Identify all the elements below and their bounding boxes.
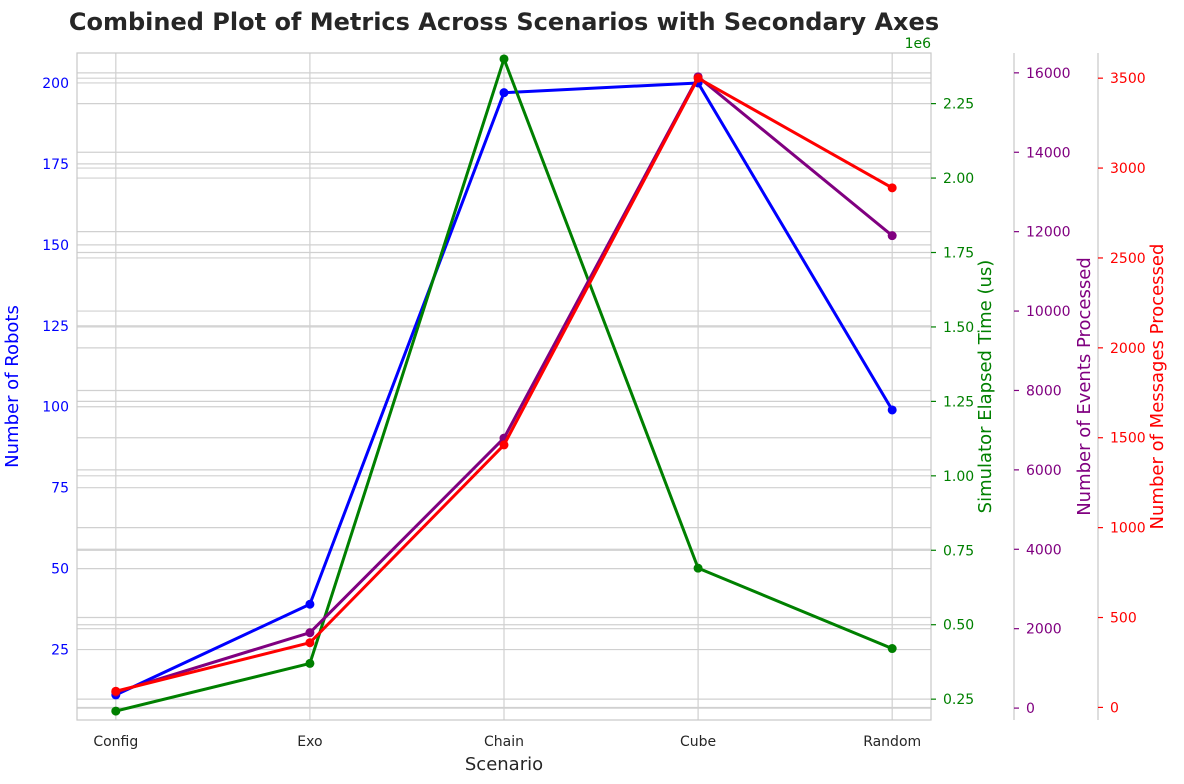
messages-point <box>111 686 121 696</box>
events-tick-label: 2000 <box>1026 622 1062 638</box>
time-point <box>305 658 315 668</box>
messages-axis-label: Number of Messages Processed <box>1147 244 1168 530</box>
messages-point <box>693 73 703 83</box>
messages-point <box>305 638 315 648</box>
messages-tick-label: 1000 <box>1110 521 1146 537</box>
events-tick-label: 8000 <box>1026 383 1062 399</box>
events-axis-label: Number of Events Processed <box>1074 257 1095 516</box>
messages-point <box>499 440 509 450</box>
robots-tick-label: 200 <box>42 76 69 92</box>
robots-point <box>499 88 509 98</box>
messages-tick-label: 1500 <box>1110 431 1146 447</box>
events-tick-label: 14000 <box>1026 145 1071 161</box>
robots-tick-label: 150 <box>42 238 69 254</box>
time-tick-label: 1.00 <box>943 469 974 485</box>
robots-point <box>305 599 315 609</box>
events-tick-label: 4000 <box>1026 542 1062 558</box>
messages-tick-label: 500 <box>1110 611 1137 627</box>
events-tick-label: 10000 <box>1026 304 1071 320</box>
events-point <box>305 628 315 638</box>
time-tick-label: 1.50 <box>943 320 974 336</box>
time-tick-label: 1.25 <box>943 394 974 410</box>
x-tick-label: Chain <box>484 734 524 750</box>
robots-point <box>887 405 897 415</box>
time-tick-label: 2.25 <box>943 97 974 113</box>
events-tick-label: 12000 <box>1026 225 1071 241</box>
events-tick-label: 6000 <box>1026 463 1062 479</box>
robots-axis-label: Number of Robots <box>2 305 23 468</box>
time-point <box>693 563 703 573</box>
x-tick-label: Config <box>93 734 138 750</box>
axes-layer <box>76 52 1103 721</box>
time-point <box>499 54 509 64</box>
grid-layer <box>77 53 931 720</box>
chart-title: Combined Plot of Metrics Across Scenario… <box>69 8 939 36</box>
time-tick-label: 0.75 <box>943 543 974 559</box>
time-tick-label: 0.50 <box>943 618 974 634</box>
robots-tick-label: 25 <box>51 643 69 659</box>
time-point <box>111 706 121 716</box>
x-tick-label: Random <box>863 734 921 750</box>
time-tick-label: 2.00 <box>943 171 974 187</box>
time-offset-text: 1e6 <box>905 36 932 52</box>
time-point <box>887 644 897 654</box>
messages-tick-label: 3000 <box>1110 161 1146 177</box>
time-tick-label: 0.25 <box>943 692 974 708</box>
messages-tick-label: 2500 <box>1110 251 1146 267</box>
messages-point <box>887 183 897 193</box>
x-axis-label: Scenario <box>465 754 543 775</box>
robots-tick-label: 75 <box>51 481 69 497</box>
robots-tick-label: 125 <box>42 319 69 335</box>
x-tick-label: Cube <box>680 734 716 750</box>
messages-tick-label: 3500 <box>1110 71 1146 87</box>
events-tick-label: 0 <box>1026 701 1035 717</box>
robots-tick-label: 175 <box>42 157 69 173</box>
events-tick-label: 16000 <box>1026 66 1071 82</box>
x-tick-label: Exo <box>297 734 322 750</box>
time-tick-label: 1.75 <box>943 246 974 262</box>
messages-tick-label: 2000 <box>1110 341 1146 357</box>
time-axis-label: Simulator Elapsed Time (us) <box>975 260 996 514</box>
events-point <box>887 231 897 241</box>
robots-tick-label: 100 <box>42 400 69 416</box>
robots-tick-label: 50 <box>51 562 69 578</box>
plot-frame <box>76 52 932 721</box>
messages-tick-label: 0 <box>1110 700 1119 716</box>
labels-layer: Config Exo Chain Cube Random 25 50 75 100 125 150 1… <box>2 36 1168 750</box>
series-layer <box>111 54 897 716</box>
